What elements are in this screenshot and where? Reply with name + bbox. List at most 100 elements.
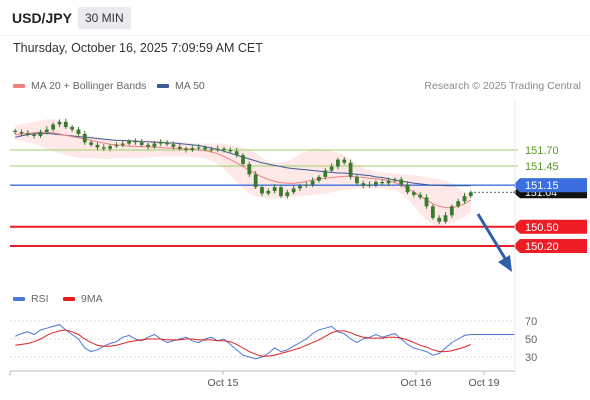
candle-body bbox=[298, 185, 302, 189]
candle-body bbox=[323, 170, 328, 177]
ma50-swatch bbox=[157, 84, 169, 89]
candle-body bbox=[310, 180, 315, 185]
candle-body bbox=[386, 180, 391, 184]
level-tag-4 bbox=[513, 239, 587, 253]
candle-body bbox=[158, 142, 163, 144]
level-label-0: 151.70 bbox=[525, 145, 559, 157]
candle-body bbox=[399, 179, 404, 185]
candle-body bbox=[266, 190, 271, 194]
level-label-3: 150.50 bbox=[525, 222, 559, 234]
candle-body bbox=[139, 142, 144, 145]
rsi-tick-label: 70 bbox=[525, 316, 537, 328]
candle-body bbox=[146, 144, 150, 147]
copyright: Research © 2025 Trading Central bbox=[424, 80, 581, 92]
candle-body bbox=[355, 176, 359, 184]
candle-body bbox=[374, 182, 378, 185]
legend-rsi-label: RSI bbox=[31, 293, 49, 305]
candle-body bbox=[70, 126, 75, 130]
candle-body bbox=[171, 144, 176, 147]
candle-body bbox=[57, 121, 62, 125]
candle-body bbox=[101, 147, 106, 149]
candle-body bbox=[114, 144, 119, 147]
candle-body bbox=[449, 206, 454, 216]
candle-body bbox=[342, 159, 347, 163]
candle-body bbox=[405, 184, 410, 193]
candle-body bbox=[443, 215, 448, 222]
rsi-ma-swatch bbox=[63, 297, 75, 302]
candle-body bbox=[456, 201, 461, 207]
candle-body bbox=[260, 187, 264, 194]
legend-ma50-label: MA 50 bbox=[175, 80, 205, 92]
header-divider bbox=[0, 35, 590, 36]
candle-body bbox=[222, 148, 226, 150]
rsi-line bbox=[15, 324, 471, 360]
candle-body bbox=[348, 162, 353, 177]
candle-body bbox=[25, 133, 30, 135]
legend-rsi-ma-label: 9MA bbox=[81, 293, 103, 305]
legend-rsi-ma: 9MA bbox=[63, 293, 103, 305]
candle-body bbox=[380, 182, 385, 184]
candle-body bbox=[13, 130, 18, 133]
candle-body bbox=[272, 187, 277, 191]
legend-ma20: MA 20 + Bollinger Bands bbox=[13, 80, 146, 92]
candle-body bbox=[329, 166, 334, 171]
candle-body bbox=[177, 146, 182, 149]
x-axis-tick-label: Oct 19 bbox=[469, 377, 500, 389]
candle-body bbox=[89, 142, 94, 145]
candle-body bbox=[184, 148, 188, 150]
candle-body bbox=[82, 134, 87, 143]
forecast-arrow-shaft bbox=[476, 213, 508, 261]
pivot-tag-top bbox=[513, 178, 587, 193]
timeframe-badge[interactable]: 30 MIN bbox=[78, 7, 131, 29]
rsi-tick-label: 50 bbox=[525, 334, 537, 346]
candle-body bbox=[279, 187, 283, 197]
candle-body bbox=[317, 176, 321, 181]
rsi-swatch bbox=[13, 297, 25, 302]
candle-body bbox=[437, 217, 442, 222]
x-axis-tick-label: Oct 15 bbox=[208, 377, 239, 389]
candle-body bbox=[304, 184, 309, 186]
candle-body bbox=[95, 144, 100, 148]
candle-body bbox=[209, 149, 214, 151]
candle-body bbox=[336, 159, 340, 167]
candle-body bbox=[291, 188, 296, 193]
candle-body bbox=[165, 142, 169, 145]
legend-ma50: MA 50 bbox=[157, 80, 205, 92]
x-axis-tick-label: Oct 16 bbox=[401, 377, 432, 389]
candle-body bbox=[108, 146, 112, 149]
candle-body bbox=[253, 174, 258, 188]
candle-body bbox=[32, 134, 37, 136]
candle-body bbox=[418, 194, 423, 198]
candle-body bbox=[76, 129, 81, 134]
candle-body bbox=[196, 147, 201, 149]
rsi-tick-label: 30 bbox=[525, 352, 537, 364]
candle-body bbox=[215, 148, 220, 150]
level-label-1: 151.45 bbox=[525, 161, 559, 173]
candle-body bbox=[367, 184, 372, 186]
level-tag-3 bbox=[513, 219, 587, 234]
candle-body bbox=[63, 121, 68, 127]
candle-body bbox=[133, 141, 138, 143]
pivot-label-top: 151.15 bbox=[525, 180, 559, 192]
level-label-4: 150.20 bbox=[525, 241, 559, 253]
candle-body bbox=[241, 155, 245, 165]
candle-body bbox=[430, 206, 435, 218]
candle-body bbox=[127, 141, 131, 144]
candle-body bbox=[203, 147, 207, 150]
candle-body bbox=[411, 192, 416, 195]
candle-body bbox=[462, 196, 467, 202]
candle-body bbox=[285, 192, 290, 197]
candle-body bbox=[361, 183, 366, 186]
candle-body bbox=[228, 150, 233, 152]
rsi-ma-line bbox=[15, 329, 471, 357]
candle-body bbox=[19, 132, 24, 134]
ma20-swatch bbox=[13, 84, 25, 89]
candle-body bbox=[424, 197, 429, 207]
candle-body bbox=[51, 124, 56, 130]
candle-body bbox=[120, 143, 125, 145]
legend-ma20-label: MA 20 + Bollinger Bands bbox=[31, 80, 147, 92]
candle-body bbox=[152, 143, 157, 147]
candle-body bbox=[38, 132, 43, 136]
